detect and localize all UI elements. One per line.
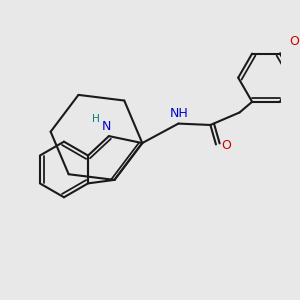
Text: N: N [101,120,111,133]
Text: O: O [221,139,231,152]
Text: NH: NH [170,107,188,120]
Text: O: O [290,35,299,48]
Text: H: H [92,114,100,124]
